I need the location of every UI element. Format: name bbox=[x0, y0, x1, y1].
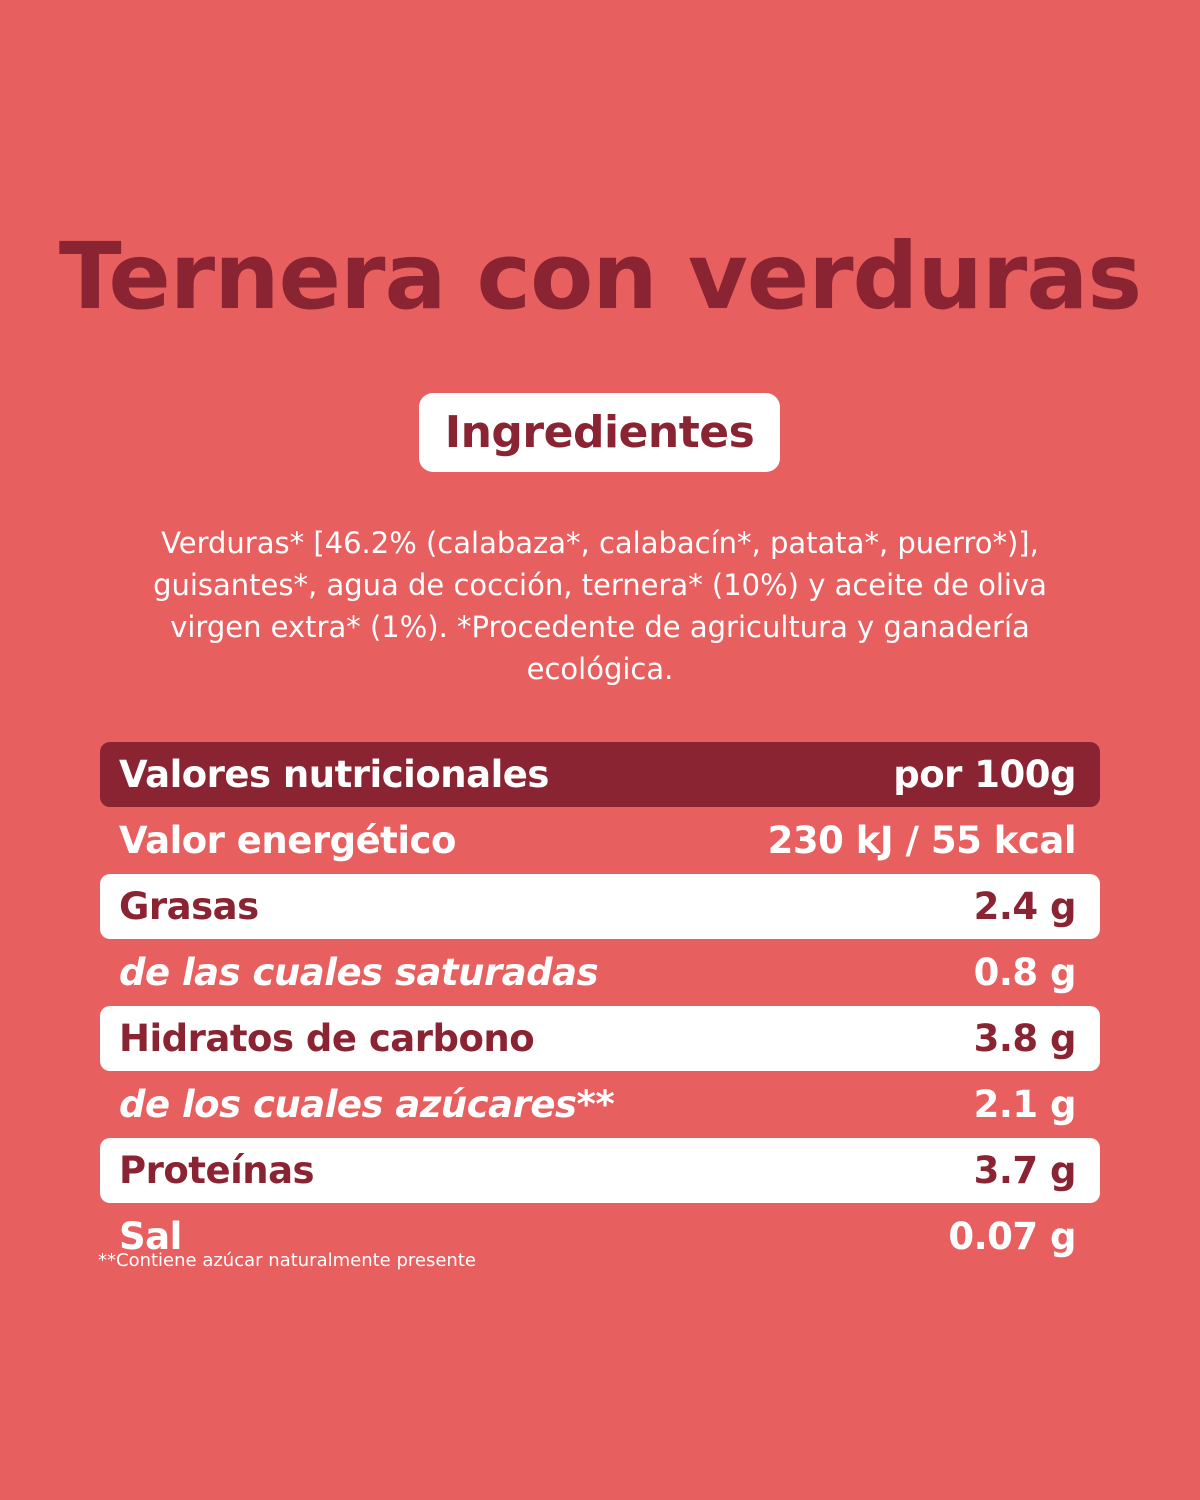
nutrition-value: 0.8 g bbox=[973, 951, 1077, 994]
nutrition-label: de las cuales saturadas bbox=[119, 951, 599, 994]
ingredients-heading: Ingredientes bbox=[444, 407, 755, 458]
nutrition-value: 2.4 g bbox=[973, 885, 1077, 928]
nutrition-value: 0.07 g bbox=[948, 1215, 1076, 1258]
nutrition-label: Sal bbox=[119, 1215, 182, 1258]
nutrition-label: Proteínas bbox=[119, 1149, 315, 1192]
nutrition-row-carbs: Hidratos de carbono 3.8 g bbox=[100, 1006, 1100, 1071]
product-title: Ternera con verduras bbox=[58, 223, 1142, 330]
nutrition-row-protein: Proteínas 3.7 g bbox=[100, 1138, 1100, 1203]
nutrition-row-sugars: de los cuales azúcares** 2.1 g bbox=[100, 1072, 1100, 1137]
nutrition-label: Grasas bbox=[119, 885, 259, 928]
nutrition-row-fat: Grasas 2.4 g bbox=[100, 874, 1100, 939]
nutrition-label: de los cuales azúcares** bbox=[119, 1083, 615, 1126]
nutrition-value: 3.7 g bbox=[973, 1149, 1077, 1192]
nutrition-row-energy: Valor energético 230 kJ / 55 kcal bbox=[100, 808, 1100, 873]
sugar-footnote: **Contiene azúcar naturalmente presente bbox=[98, 1250, 476, 1271]
nutrition-row-saturated: de las cuales saturadas 0.8 g bbox=[100, 940, 1100, 1005]
nutrition-header-label: Valores nutricionales bbox=[119, 753, 549, 796]
ingredients-text: Verduras* [46.2% (calabaza*, calabacín*,… bbox=[153, 526, 1047, 686]
nutrition-table: Valores nutricionales por 100g Valor ene… bbox=[100, 742, 1100, 1270]
nutrition-header-row: Valores nutricionales por 100g bbox=[100, 742, 1100, 807]
nutrition-row-salt: Sal 0.07 g bbox=[100, 1204, 1100, 1269]
ingredients-heading-badge: Ingredientes bbox=[419, 393, 780, 472]
nutrition-value: 230 kJ / 55 kcal bbox=[767, 819, 1077, 862]
nutrition-value: 3.8 g bbox=[973, 1017, 1077, 1060]
nutrition-header-value: por 100g bbox=[893, 753, 1076, 796]
nutrition-value: 2.1 g bbox=[973, 1083, 1077, 1126]
nutrition-label: Valor energético bbox=[119, 819, 456, 862]
nutrition-label: Hidratos de carbono bbox=[119, 1017, 535, 1060]
